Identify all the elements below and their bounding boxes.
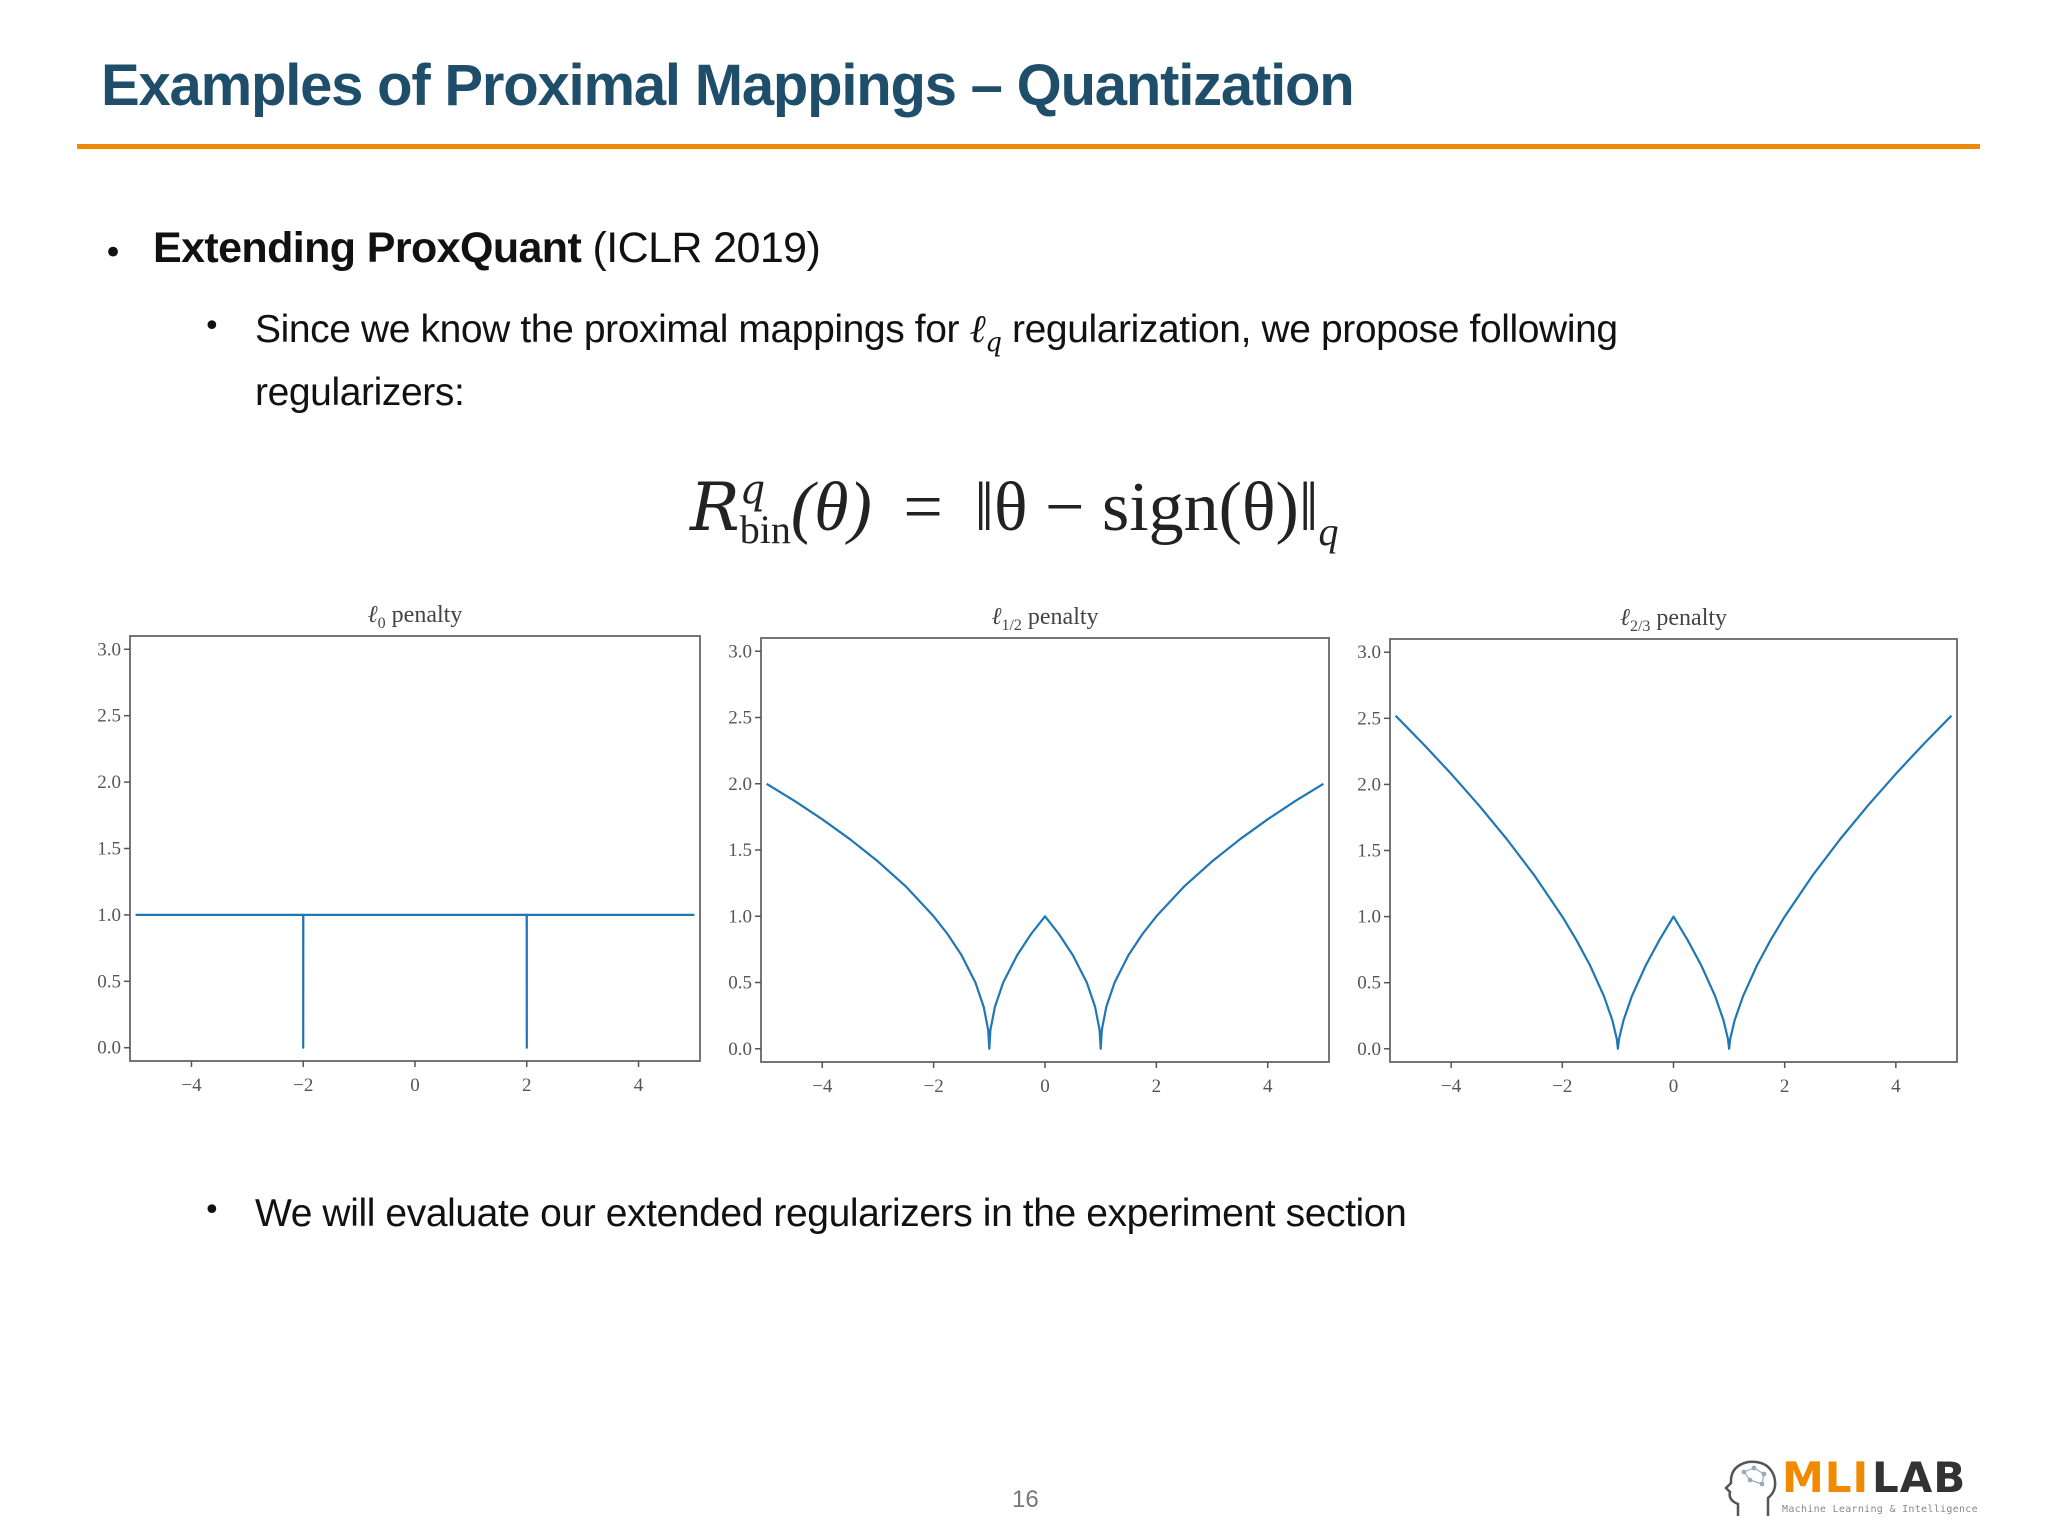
bullet-text: Since we know the proximal mappings for xyxy=(255,308,970,351)
x-tick-label: −4 xyxy=(1441,1076,1462,1097)
bullet-level2-line2: regularizers: xyxy=(255,371,465,414)
x-tick-label: 0 xyxy=(410,1075,420,1096)
x-tick-label: −4 xyxy=(181,1075,202,1096)
y-tick-label: 0.0 xyxy=(1357,1039,1381,1060)
x-tick-label: −4 xyxy=(812,1076,833,1097)
y-tick-label: 0.5 xyxy=(1357,973,1381,994)
ell-symbol: ℓ xyxy=(969,307,986,352)
penalty-line xyxy=(766,782,1324,1050)
bullet-level1-bold: Extending ProxQuant xyxy=(153,224,582,272)
chart-3: ℓ2/3 penalty 0.0 0.5 1.0 1.5 2.0 2.5 3.0 −4 −2 0 2 4 xyxy=(1357,605,1958,1097)
x-tick-label: 0 xyxy=(1040,1076,1050,1097)
mlilab-logo: MLI LAB Machine Learning & Intelligence xyxy=(1724,1456,1986,1520)
y-tick-label: 0.0 xyxy=(728,1039,752,1060)
y-tick-label: 0.0 xyxy=(97,1038,121,1059)
y-tick-label: 2.5 xyxy=(728,708,752,729)
chart-title: ℓ1/2 penalty xyxy=(991,604,1098,634)
chart-2: ℓ1/2 penalty 0.0 0.5 1.0 1.5 2.0 2.5 3.0 −4 −2 0 2 4 xyxy=(728,604,1330,1097)
y-tick-label: 1.0 xyxy=(728,906,752,927)
y-tick-label: 1.0 xyxy=(97,905,121,926)
bullet-level2-line1: Since we know the proximal mappings for … xyxy=(255,298,1618,375)
slide-title: Examples of Proximal Mappings – Quantiza… xyxy=(101,53,1355,118)
plot-frame xyxy=(1389,638,1958,1063)
y-tick-label: 3.0 xyxy=(728,641,752,662)
y-tick-label: 0.5 xyxy=(728,973,752,994)
y-tick-label: 0.5 xyxy=(97,971,121,992)
formula-R: R xyxy=(690,469,740,546)
x-tick-label: −2 xyxy=(924,1076,944,1097)
logo-mli: MLI xyxy=(1782,1453,1870,1502)
x-tick-label: 0 xyxy=(1669,1076,1679,1097)
bullet-level2-conclusion: We will evaluate our extended regularize… xyxy=(255,1192,1407,1235)
formula-arg: (θ) xyxy=(790,469,872,546)
x-tick-label: −2 xyxy=(1552,1076,1572,1097)
y-tick-label: 2.0 xyxy=(97,772,121,793)
title-underline xyxy=(77,144,1980,149)
y-tick-label: 3.0 xyxy=(97,639,121,660)
bullet-dot-2: • xyxy=(203,309,221,344)
y-tick-label: 1.5 xyxy=(97,839,121,860)
plot-frame xyxy=(760,637,1330,1063)
y-tick-label: 1.0 xyxy=(1357,907,1381,928)
page-number: 16 xyxy=(1012,1486,1039,1513)
x-tick-label: 2 xyxy=(1780,1076,1790,1097)
head-brain-icon xyxy=(1724,1460,1777,1516)
formula-sub: bin xyxy=(739,506,791,552)
chart-title: ℓ2/3 penalty xyxy=(1620,605,1727,635)
y-tick-label: 2.5 xyxy=(97,706,121,727)
bullet-level1: Extending ProxQuant (ICLR 2019) xyxy=(153,224,821,273)
x-tick-label: 4 xyxy=(1891,1076,1901,1097)
formula-rhs-sub: q xyxy=(1318,509,1339,554)
x-tick-label: 4 xyxy=(1263,1076,1273,1097)
x-tick-label: −2 xyxy=(293,1075,313,1096)
chart-title: ℓ0 penalty xyxy=(368,602,463,632)
logo-lab: LAB xyxy=(1872,1453,1967,1502)
bullet-text-cont: regularization, we propose following xyxy=(1001,308,1618,351)
y-tick-label: 1.5 xyxy=(1357,841,1381,862)
logo-subtitle: Machine Learning & Intelligence xyxy=(1782,1504,1978,1515)
x-tick-label: 4 xyxy=(634,1075,644,1096)
chart-1: ℓ0 penalty 0.0 0.5 1.0 1.5 2.0 2.5 3.0 −4 −2 0 2 4 xyxy=(97,602,701,1096)
bullet-level1-rest: (ICLR 2019) xyxy=(581,224,821,272)
plot-frame xyxy=(129,635,701,1062)
bullet-dot-3: • xyxy=(203,1193,221,1228)
y-tick-label: 3.0 xyxy=(1357,642,1381,663)
y-tick-label: 2.0 xyxy=(728,774,752,795)
y-tick-label: 2.0 xyxy=(1357,774,1381,795)
formula-equals: = xyxy=(903,469,943,546)
penalty-line xyxy=(1394,714,1953,1050)
y-tick-label: 2.5 xyxy=(1357,708,1381,729)
bullet-dot-1: • xyxy=(103,233,124,273)
x-tick-label: 2 xyxy=(1152,1076,1162,1097)
y-tick-label: 1.5 xyxy=(728,840,752,861)
x-tick-label: 2 xyxy=(522,1075,532,1096)
ell-subscript: q xyxy=(985,327,1002,358)
penalty-line xyxy=(135,913,695,1049)
formula-rhs: ‖θ − sign(θ)‖ xyxy=(974,469,1319,546)
formula-sup: q xyxy=(739,466,766,513)
